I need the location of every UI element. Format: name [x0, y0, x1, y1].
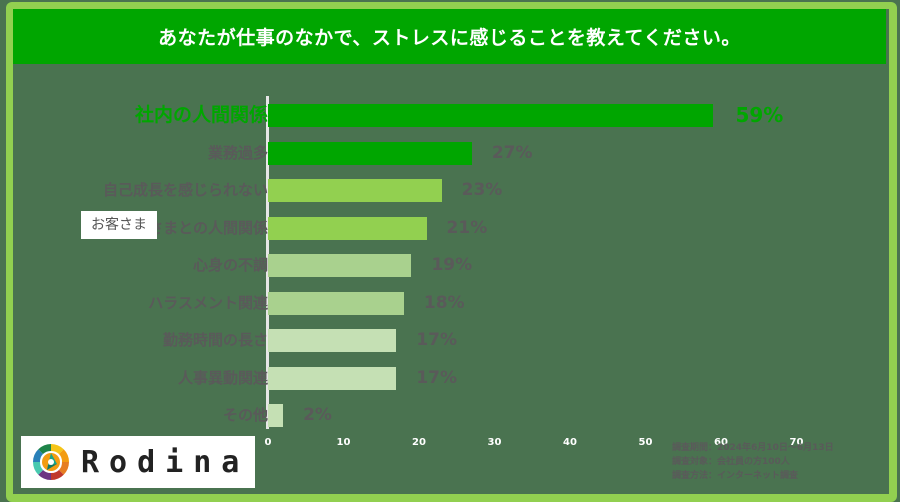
value-label: 2% — [303, 405, 332, 425]
value-label: 17% — [416, 368, 458, 388]
bar — [268, 254, 412, 277]
bar — [268, 104, 714, 127]
x-tick-label: 60 — [714, 437, 728, 448]
rodina-logo: Rodina — [21, 436, 255, 488]
category-label: その他 — [222, 406, 268, 424]
survey-period-note: 調査期間：2024年6月10日～6月13日 — [672, 443, 834, 453]
category-label: 業務過多 — [207, 144, 268, 162]
x-tick-label: 50 — [638, 437, 653, 448]
survey-target-note: 調査対象：会社員の方100人 — [672, 457, 790, 467]
y-axis-line — [266, 96, 269, 429]
bar — [268, 142, 472, 165]
bar — [268, 404, 284, 427]
bar — [268, 179, 442, 202]
x-tick-label: 30 — [487, 437, 502, 448]
chart-background — [13, 9, 889, 494]
logo-aperture-icon — [33, 444, 69, 480]
chart-title: あなたが仕事のなかで、ストレスに感じることを教えてください。 — [13, 9, 886, 64]
category-label: 社内の人間関係 — [134, 104, 268, 126]
category-label: 心身の不調 — [192, 256, 268, 274]
bar — [268, 217, 427, 240]
callout-label: お客さま — [81, 211, 157, 239]
x-tick-label: 40 — [563, 437, 577, 448]
category-label: 自己成長を感じられない — [102, 181, 268, 199]
x-tick-label: 10 — [336, 437, 351, 448]
value-label: 18% — [423, 293, 465, 313]
bar — [268, 329, 397, 352]
bar — [268, 292, 404, 315]
value-label: 17% — [416, 330, 458, 350]
x-tick-label: 20 — [412, 437, 426, 448]
category-label: 勤務時間の長さ — [162, 331, 268, 349]
x-tick-label: 0 — [264, 437, 272, 448]
bar — [268, 367, 397, 390]
value-label: 21% — [446, 218, 488, 238]
category-label: ハラスメント関連 — [148, 294, 268, 312]
value-label: 27% — [491, 143, 533, 163]
x-tick-label: 70 — [789, 437, 804, 448]
value-label: 23% — [461, 180, 503, 200]
value-label: 19% — [431, 255, 473, 275]
survey-method-note: 調査方法：インターネット調査 — [672, 471, 799, 481]
value-label: 59% — [735, 103, 784, 127]
category-label: 人事異動関連 — [177, 369, 268, 387]
logo-text: Rodina — [81, 444, 250, 480]
